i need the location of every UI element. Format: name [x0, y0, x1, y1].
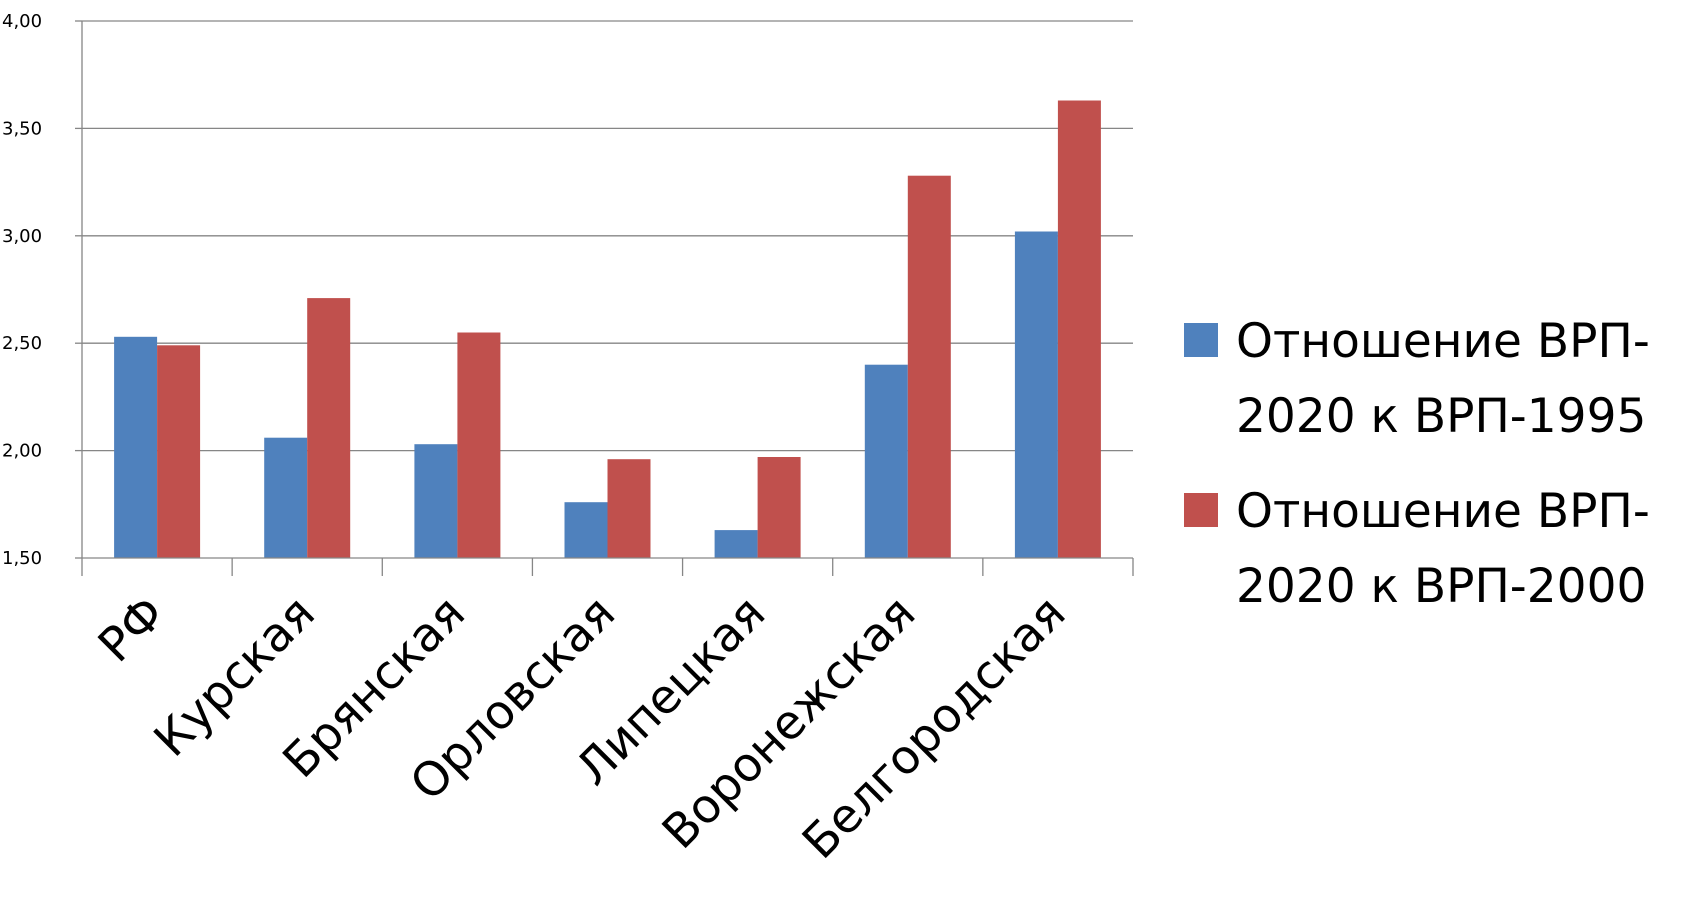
y-tick-label: 3,50 [2, 118, 42, 139]
x-category-label: Белгородская [792, 586, 1076, 870]
y-tick-label: 4,00 [2, 11, 42, 32]
y-tick-label: 3,00 [2, 226, 42, 247]
bar-series-1 [864, 364, 908, 558]
bar-series-1 [264, 437, 308, 558]
legend-swatch-series-2 [1184, 493, 1218, 527]
bars [114, 100, 1101, 558]
axes [75, 20, 1134, 576]
bar-series-2 [457, 332, 501, 558]
bar-series-2 [757, 457, 801, 558]
bar-series-2 [607, 459, 651, 558]
bar-series-2 [157, 345, 201, 558]
bar-series-1 [564, 502, 608, 558]
y-tick-label: 1,50 [2, 548, 42, 569]
gridlines [82, 20, 1133, 452]
x-category-label: Воронежская [652, 586, 926, 860]
y-tick-label: 2,00 [2, 441, 42, 462]
bar-series-1 [414, 444, 458, 558]
bar-series-2 [907, 175, 951, 558]
bar-series-2 [1057, 100, 1101, 558]
bar-series-1 [114, 336, 158, 558]
legend-label-series-2: 2020 к ВРП-2000 [1236, 559, 1646, 614]
bar-series-2 [307, 298, 351, 558]
x-category-label: РФ [88, 586, 176, 674]
legend-swatch-series-1 [1184, 323, 1218, 357]
legend-label-series-1: 2020 к ВРП-1995 [1236, 389, 1646, 444]
legend-label-series-2: Отношение ВРП- [1236, 484, 1650, 539]
legend-label-series-1: Отношение ВРП- [1236, 314, 1650, 369]
bar-series-1 [714, 530, 758, 558]
y-tick-label: 2,50 [2, 333, 42, 354]
bar-series-1 [1014, 231, 1058, 558]
legend: Отношение ВРП- 2020 к ВРП-1995 Отношение В… [1184, 314, 1650, 614]
